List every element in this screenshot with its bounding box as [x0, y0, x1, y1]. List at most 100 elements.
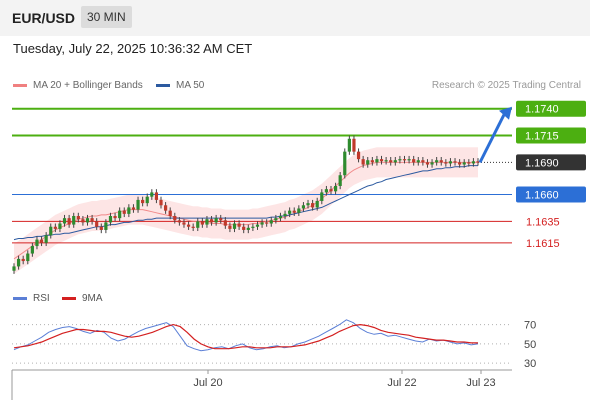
level-label-5: 1.1615 [526, 238, 560, 250]
candle-body [219, 218, 223, 221]
level-box-0 [516, 100, 586, 117]
candle-body [145, 196, 149, 204]
candle-body [462, 162, 466, 165]
candle-body [333, 185, 338, 192]
candle-body [384, 160, 388, 162]
candle-body [366, 160, 370, 165]
candle-body [49, 226, 53, 236]
level-label-1: 1.1715 [525, 131, 559, 143]
candle-body [269, 220, 273, 224]
candle-body [141, 199, 145, 204]
candle-body [416, 160, 420, 163]
rsi-line [13, 319, 479, 352]
candle-body [435, 160, 439, 163]
rsi-swatch [13, 297, 27, 300]
forecast-arrow-head [499, 106, 512, 120]
level-label-3: 1.1660 [525, 190, 559, 202]
candle-body [30, 246, 34, 254]
candle-body [246, 227, 250, 230]
candle-body [81, 219, 85, 223]
rsi-tick-label: 50 [524, 339, 536, 351]
candle-body [274, 218, 278, 221]
candle-body [104, 222, 108, 230]
x-tick-label: Jul 20 [193, 377, 222, 389]
candle-body [393, 160, 397, 163]
ma20-swatch [13, 84, 27, 87]
candle-body [186, 224, 191, 227]
level-box-2 [516, 154, 586, 171]
x-tick-label: Jul 23 [466, 377, 495, 389]
candle-body [347, 138, 351, 152]
candle-body [232, 223, 237, 229]
candle-body [439, 160, 443, 163]
candle-body [205, 219, 209, 225]
candle-body [338, 175, 342, 186]
candle-body [407, 159, 411, 161]
candle-body [35, 239, 39, 247]
candle-body [200, 221, 204, 225]
rsi-tick-label: 30 [524, 358, 536, 370]
candle-body [223, 220, 227, 226]
candle-body [421, 160, 425, 163]
candle-body [430, 162, 434, 165]
rsi-tick-label: 70 [524, 320, 536, 332]
candle-body [453, 161, 457, 163]
candle-body [375, 159, 379, 163]
candle-body [255, 224, 260, 227]
candle-body [476, 161, 480, 163]
candle-body [444, 162, 448, 164]
candle-body [209, 219, 214, 223]
ma9-swatch [62, 297, 76, 300]
level-label-0: 1.1740 [525, 104, 559, 116]
candle-body [154, 192, 159, 200]
candle-body [118, 210, 122, 219]
candle-body [108, 216, 113, 223]
timestamp: Tuesday, July 22, 2025 10:36:32 AM CET [13, 41, 253, 56]
candle-body [265, 222, 269, 224]
x-tick-label: Jul 22 [387, 377, 416, 389]
candle-body [283, 213, 287, 216]
level-box-3 [516, 186, 586, 203]
candle-body [85, 218, 90, 223]
candle-body [237, 223, 241, 227]
candle-body [191, 226, 195, 228]
legend-9ma-label: 9MA [82, 293, 103, 304]
candle-body [412, 159, 416, 163]
candle-body [324, 189, 328, 193]
candle-body [67, 218, 71, 225]
candle-body [389, 160, 393, 163]
candle-body [329, 189, 333, 192]
legend-rsi: RSI [13, 293, 50, 304]
forecast-arrow-shaft [478, 114, 506, 164]
candle-body [471, 161, 476, 164]
candle-body [196, 221, 200, 228]
candle-body [90, 218, 94, 222]
candle-body [458, 162, 462, 165]
candle-body [379, 159, 384, 162]
candle-body [278, 216, 283, 219]
candle-body [343, 151, 347, 176]
candle-body [242, 226, 246, 230]
ma20-line [13, 161, 478, 260]
legend-ma50-label: MA 50 [176, 80, 205, 91]
candle-body [136, 199, 140, 210]
candle-body [99, 226, 103, 230]
candle-body [306, 203, 310, 206]
candle-body [177, 220, 181, 223]
ma50-swatch [156, 84, 170, 87]
legend-rsi-label: RSI [33, 293, 50, 304]
candle-body [44, 235, 48, 243]
candle-body [113, 216, 117, 219]
symbol-label: EUR/USD [12, 10, 76, 26]
level-box-1 [516, 127, 586, 144]
candle-body [301, 205, 306, 209]
candle-body [173, 216, 177, 221]
candle-body [352, 138, 356, 152]
timeframe-button[interactable]: 30 MIN [81, 6, 132, 28]
candle-body [21, 258, 25, 262]
candle-body [467, 162, 471, 164]
candle-body [131, 207, 136, 210]
candle-body [288, 210, 292, 214]
candle-body [448, 161, 453, 164]
